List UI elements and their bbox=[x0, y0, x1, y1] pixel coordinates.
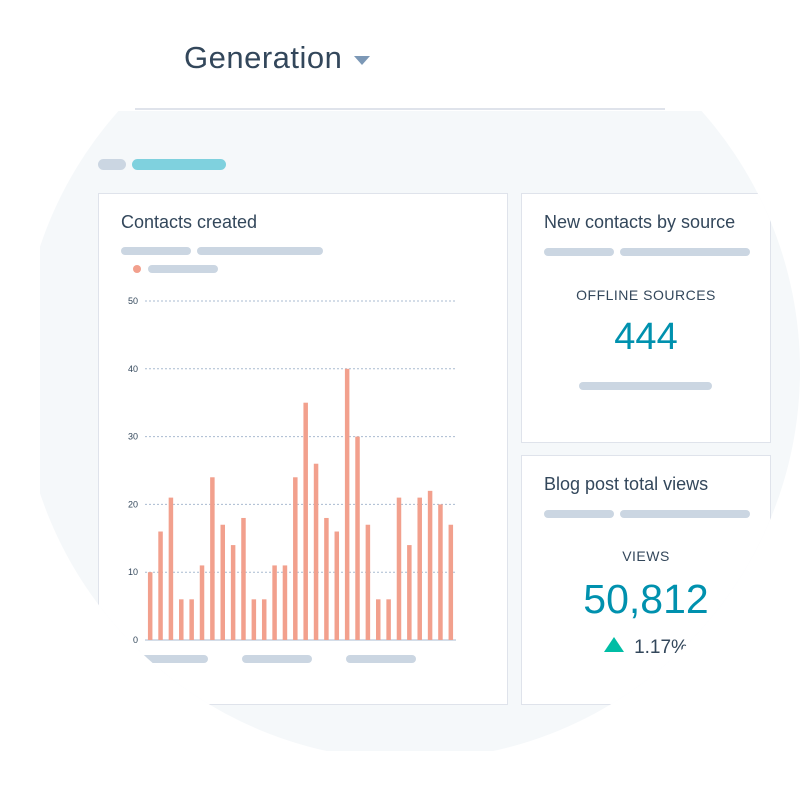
card-title: Contacts created bbox=[121, 212, 258, 232]
subtitle-placeholder bbox=[620, 248, 750, 256]
y-tick-label: 30 bbox=[127, 431, 137, 441]
bar bbox=[157, 531, 163, 640]
bar bbox=[365, 524, 370, 640]
bar bbox=[406, 544, 412, 640]
y-tick-label: 10 bbox=[127, 567, 137, 577]
caret-down-icon[interactable] bbox=[354, 56, 370, 65]
footer-placeholder bbox=[579, 382, 712, 390]
filter-chip-active[interactable] bbox=[132, 159, 226, 170]
bar bbox=[230, 544, 235, 640]
x-tick-label-placeholder bbox=[137, 654, 208, 663]
bar bbox=[209, 476, 215, 640]
new-contacts-by-source-card[interactable]: New contacts by source OFFLINE SOURCES 4… bbox=[521, 193, 771, 443]
x-tick-label-placeholder bbox=[345, 654, 416, 663]
y-tick-label: 20 bbox=[127, 499, 137, 509]
y-tick-label: 50 bbox=[127, 296, 137, 306]
bar bbox=[416, 497, 422, 640]
blog-post-total-views-card[interactable]: Blog post total views VIEWS 50,812 1.17% bbox=[521, 455, 771, 705]
bar bbox=[292, 476, 298, 640]
contacts-created-card[interactable]: Contacts created 0 10 20 30 40 50 bbox=[98, 193, 508, 705]
bar bbox=[220, 524, 225, 640]
circular-frame: Generation Contacts created 0 10 20 30 40 50 … bbox=[20, 0, 800, 760]
bar bbox=[385, 598, 391, 640]
legend-marker bbox=[132, 264, 141, 273]
bar bbox=[282, 564, 287, 640]
bar bbox=[199, 564, 204, 640]
bar bbox=[375, 598, 380, 640]
bar bbox=[240, 517, 246, 640]
bar bbox=[396, 497, 401, 640]
x-tick-label-placeholder bbox=[241, 654, 312, 663]
bar bbox=[344, 368, 349, 640]
bar bbox=[437, 503, 443, 640]
dashboard-title[interactable]: Generation bbox=[184, 40, 343, 75]
bar bbox=[448, 524, 453, 640]
bar bbox=[251, 598, 256, 640]
filter-chip[interactable] bbox=[98, 159, 126, 170]
header-divider bbox=[135, 108, 665, 110]
trend-value: 1.17% bbox=[634, 637, 688, 658]
bar-chart: 0 10 20 30 40 50 bbox=[127, 264, 456, 663]
bar bbox=[427, 490, 432, 640]
bar bbox=[302, 402, 308, 640]
card-title: Blog post total views bbox=[544, 474, 709, 494]
y-tick-label: 0 bbox=[132, 635, 137, 645]
kpi-label: OFFLINE SOURCES bbox=[576, 287, 716, 303]
bar bbox=[271, 564, 277, 640]
subtitle-placeholder bbox=[620, 510, 750, 518]
legend-label-placeholder bbox=[147, 264, 218, 273]
triangle-up-icon bbox=[604, 637, 625, 652]
bar bbox=[354, 436, 360, 640]
bar bbox=[313, 463, 318, 640]
subtitle-placeholder bbox=[121, 247, 191, 255]
bar bbox=[168, 497, 173, 640]
bar bbox=[147, 571, 152, 640]
bar bbox=[334, 531, 339, 640]
y-tick-label: 40 bbox=[127, 363, 137, 373]
subtitle-placeholder bbox=[544, 248, 614, 256]
bar bbox=[188, 598, 194, 640]
bar bbox=[178, 598, 184, 640]
kpi-value: 444 bbox=[614, 316, 678, 358]
subtitle-placeholder bbox=[544, 510, 614, 518]
kpi-value: 50,812 bbox=[583, 576, 709, 622]
subtitle-placeholder bbox=[197, 247, 323, 255]
kpi-label: VIEWS bbox=[622, 548, 670, 564]
bar bbox=[323, 517, 329, 640]
card-title: New contacts by source bbox=[544, 212, 736, 232]
trend-indicator: 1.17% bbox=[522, 637, 770, 659]
bar bbox=[261, 598, 266, 640]
